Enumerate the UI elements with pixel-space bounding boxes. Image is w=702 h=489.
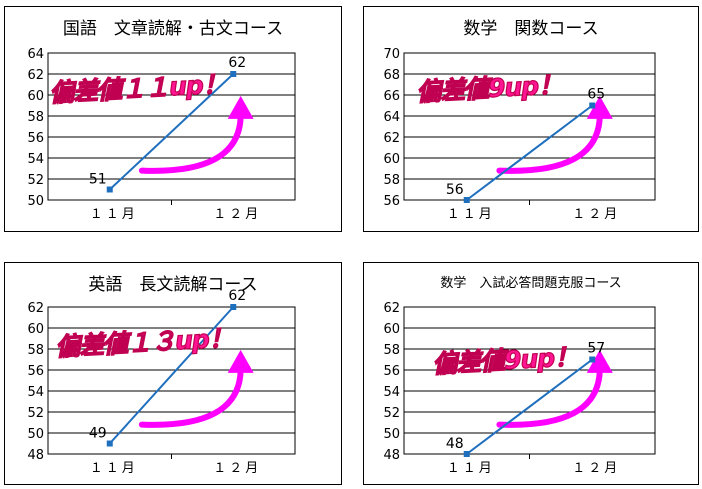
y-tick-label: 60 — [27, 322, 44, 337]
x-tick-label: １２月 — [572, 207, 620, 222]
data-label: 48 — [446, 436, 464, 452]
data-point — [230, 71, 237, 77]
y-tick-label: 56 — [383, 364, 400, 379]
x-tick-label: １２月 — [572, 461, 620, 476]
x-tick-label: １２月 — [213, 461, 261, 476]
y-tick-label: 48 — [383, 448, 400, 463]
score-up-badge: 偏差値9up！ — [415, 70, 564, 108]
line-chart: 48 50 52 54 56 58 60 62 １１月 １２月 48 57 — [383, 301, 656, 476]
y-tick-label: 52 — [27, 173, 44, 188]
rising-arrow — [496, 367, 603, 428]
data-label: 57 — [587, 341, 605, 357]
chart-title: 数学 関数コース — [463, 19, 599, 39]
data-point — [463, 451, 470, 457]
rising-arrow-head — [227, 95, 254, 119]
rising-arrow-head — [586, 349, 613, 373]
data-label: 51 — [89, 172, 107, 188]
y-tick-label: 58 — [383, 173, 400, 188]
y-tick-label: 66 — [383, 89, 400, 104]
chart-panel-english: 英語 長文読解コース 48 50 52 54 56 58 60 62 １１月 １２月 49 62 偏差… — [4, 262, 342, 485]
y-tick-label: 54 — [383, 385, 400, 400]
y-tick-label: 56 — [27, 364, 44, 379]
y-tick-label: 48 — [27, 448, 44, 463]
y-tick-label: 50 — [27, 194, 44, 209]
data-label: 62 — [228, 288, 246, 304]
data-label: 62 — [228, 55, 246, 71]
y-tick-label: 58 — [27, 110, 44, 125]
x-tick-label: １２月 — [213, 207, 261, 222]
y-tick-label: 60 — [27, 89, 44, 104]
y-tick-label: 52 — [383, 406, 400, 421]
y-tick-label: 56 — [383, 194, 400, 209]
y-tick-label: 50 — [27, 427, 44, 442]
data-point — [589, 102, 596, 109]
y-tick-label: 68 — [383, 68, 400, 83]
series-line — [466, 104, 593, 201]
x-tick-label: １１月 — [447, 207, 495, 222]
x-tick-label: １１月 — [90, 207, 138, 222]
data-point — [463, 197, 470, 203]
line-chart: 50 52 54 56 58 60 62 64 １１月 １２月 51 62 — [27, 47, 296, 222]
series-line — [109, 73, 234, 191]
y-tick-label: 60 — [383, 322, 400, 337]
plot-area — [403, 306, 656, 455]
y-tick-label: 52 — [27, 406, 44, 421]
chart-title: 英語 長文読解コース — [88, 275, 258, 295]
rising-arrow-head — [227, 349, 254, 373]
y-tick-label: 62 — [383, 301, 400, 316]
chart-panel-math-functions: 数学 関数コース 56 58 60 62 64 66 68 70 １１月 １２月 56 65 偏差値9… — [363, 6, 699, 232]
line-chart: 48 50 52 54 56 58 60 62 １１月 １２月 49 62 — [27, 288, 296, 476]
rising-arrow-head — [586, 95, 613, 119]
rising-arrow — [496, 113, 603, 174]
data-label: 65 — [587, 87, 605, 103]
y-tick-label: 58 — [27, 343, 44, 358]
y-tick-label: 64 — [383, 110, 400, 125]
data-label: 49 — [89, 426, 107, 442]
y-tick-label: 64 — [27, 47, 44, 62]
data-point — [106, 186, 113, 193]
score-up-badge: 偏差値9up！ — [431, 342, 580, 380]
data-point — [106, 440, 113, 447]
y-tick-label: 62 — [383, 131, 400, 146]
y-tick-label: 56 — [27, 131, 44, 146]
y-tick-label: 70 — [383, 47, 400, 62]
x-tick-label: １１月 — [447, 461, 495, 476]
y-tick-label: 62 — [27, 68, 44, 83]
y-tick-label: 50 — [383, 427, 400, 442]
data-point — [589, 356, 596, 363]
y-tick-label: 60 — [383, 152, 400, 167]
y-tick-label: 62 — [27, 301, 44, 316]
data-label: 56 — [446, 182, 464, 198]
chart-title: 数学 入試必答問題克服コース — [440, 276, 622, 291]
y-tick-label: 58 — [383, 343, 400, 358]
series-line — [109, 306, 234, 445]
data-point — [230, 304, 237, 310]
x-tick-label: １１月 — [90, 461, 138, 476]
chart-panel-math-entrance: 数学 入試必答問題克服コース 48 50 52 54 56 58 60 62 １１月 １２月 48 5… — [363, 262, 699, 485]
line-chart: 56 58 60 62 64 66 68 70 １１月 １２月 56 65 — [383, 47, 656, 222]
rising-arrow — [138, 113, 244, 174]
series-line — [466, 358, 593, 455]
chart-title: 国語 文章読解・古文コース — [62, 19, 284, 39]
rising-arrow — [138, 367, 244, 428]
chart-panel-japanese: 国語 文章読解・古文コース 50 52 54 56 58 60 62 64 １１月 １２月 51 62… — [4, 6, 342, 232]
y-tick-label: 54 — [27, 385, 44, 400]
y-tick-label: 54 — [27, 152, 44, 167]
